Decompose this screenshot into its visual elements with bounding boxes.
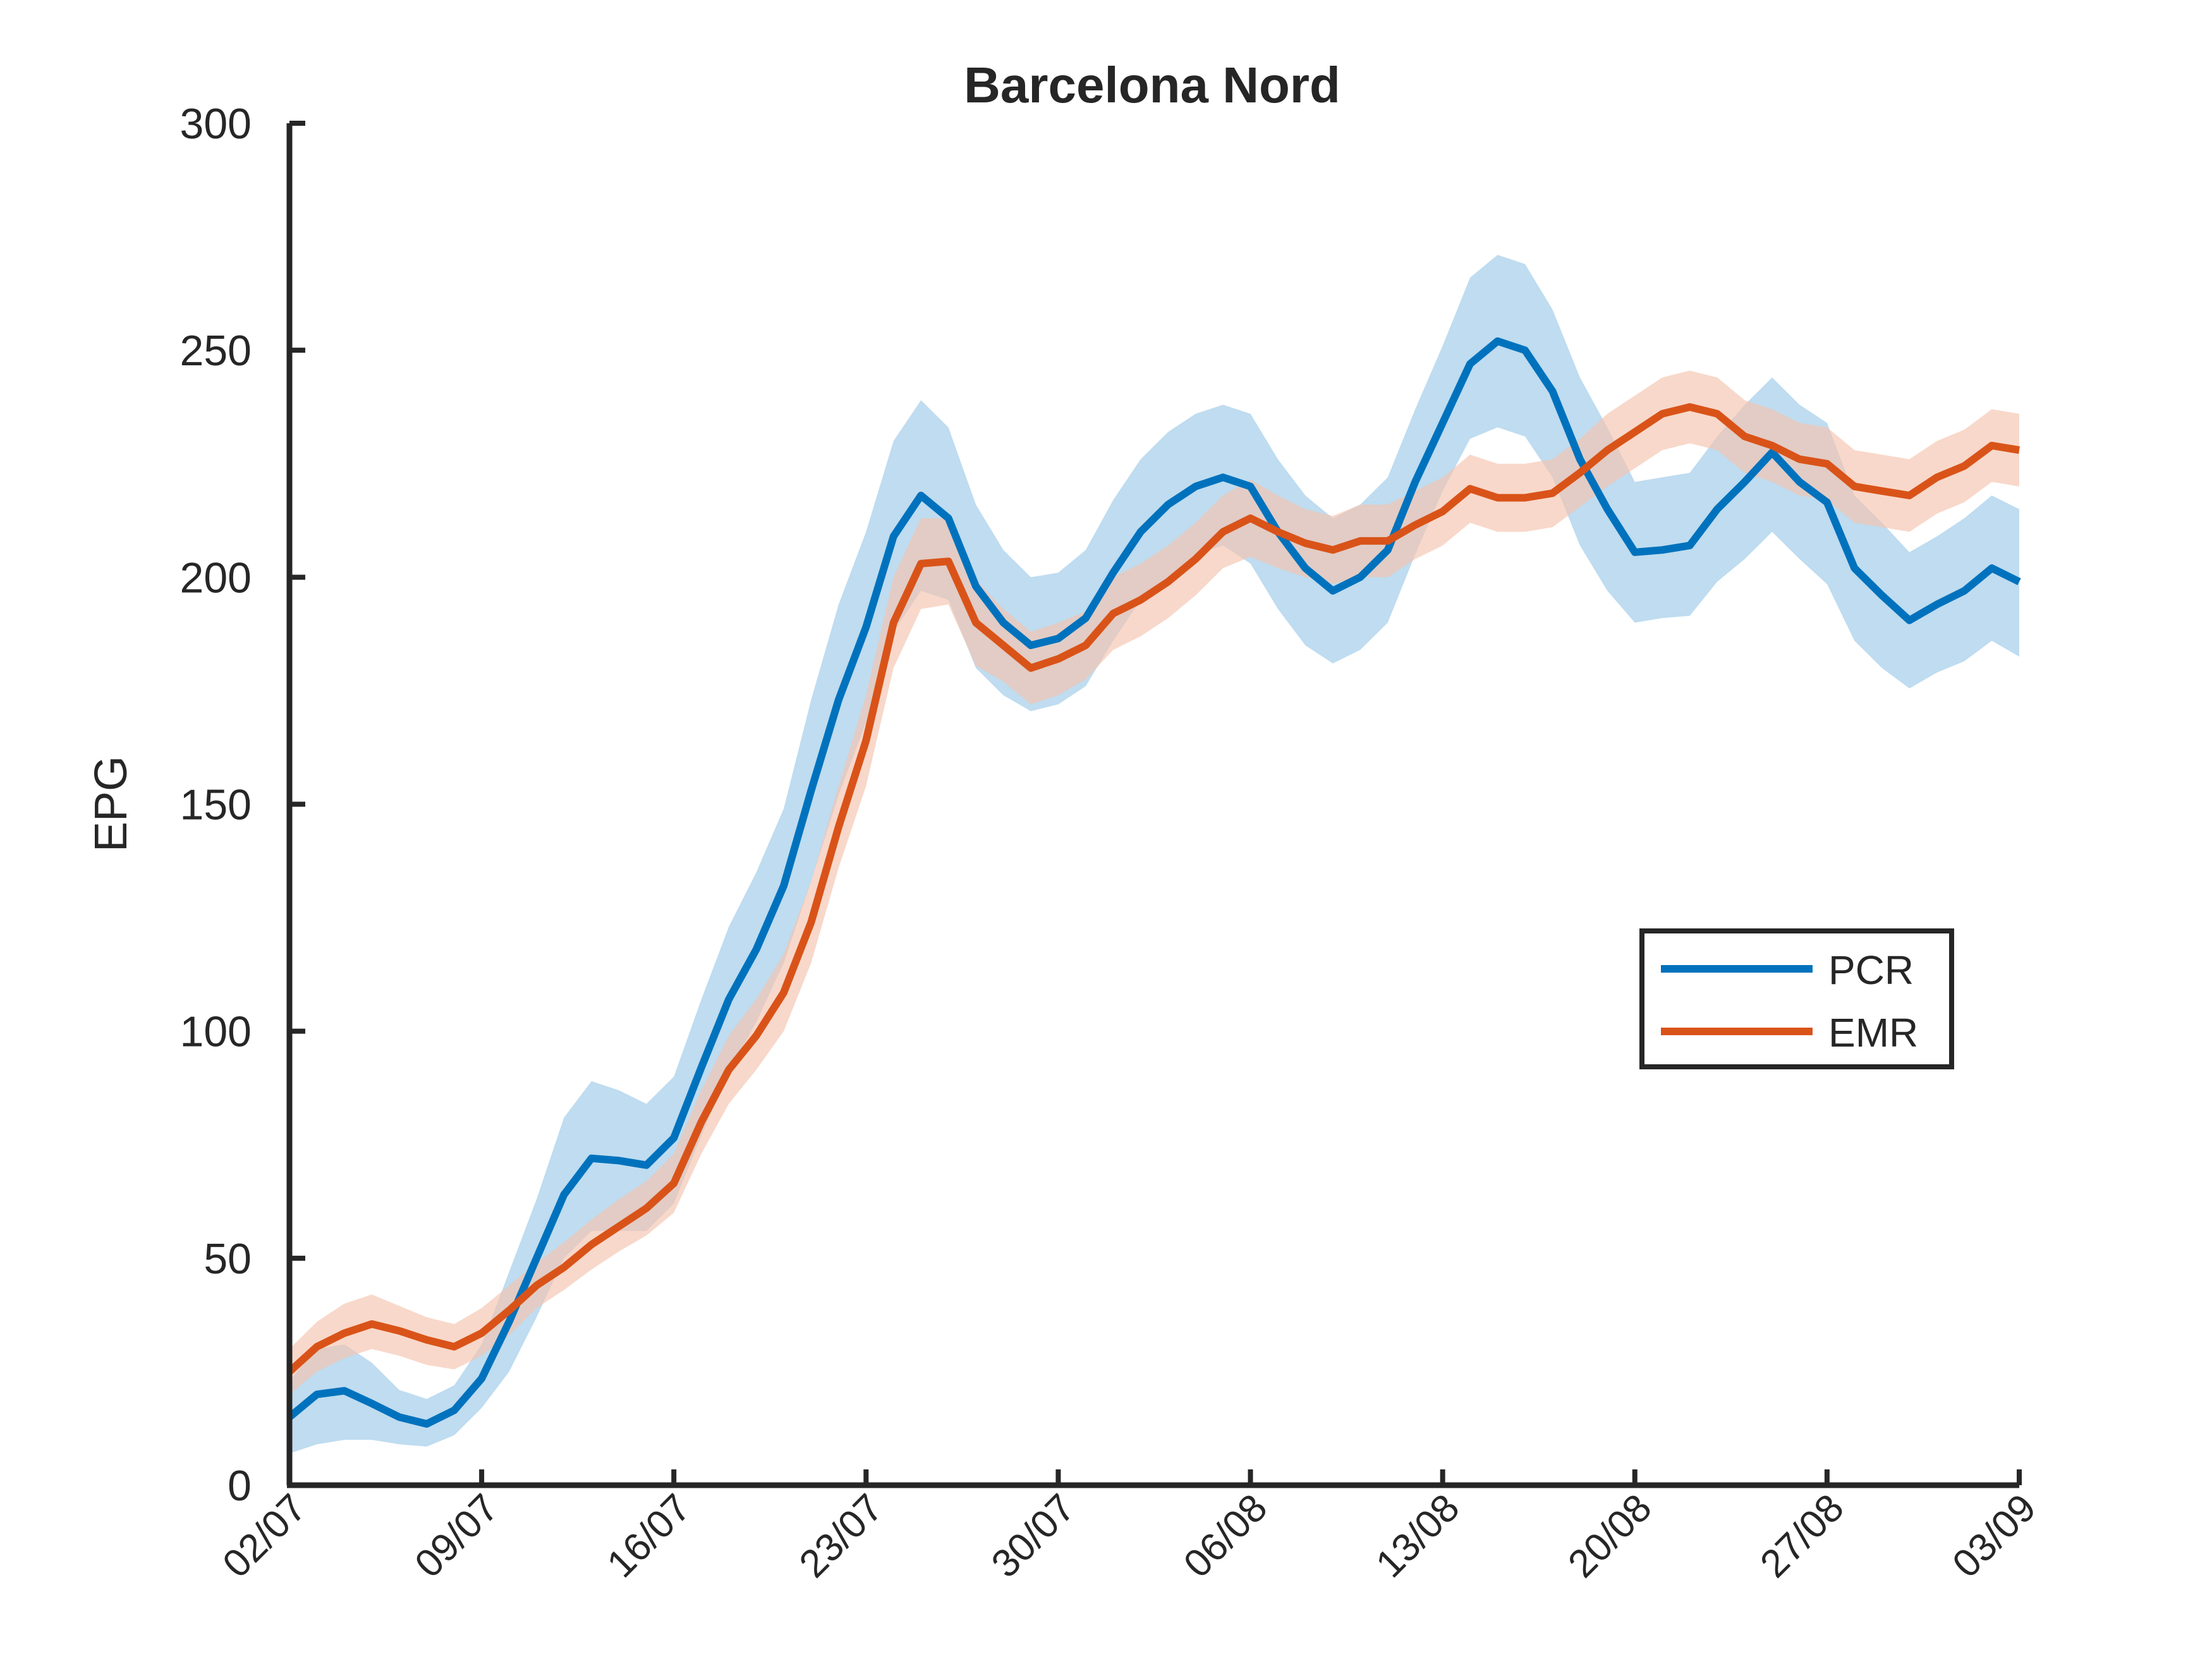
y-ticks: 0 50 100 150 200 250 300: [180, 100, 305, 1510]
y-tick-label: 250: [180, 327, 252, 375]
x-tick-label: 06/08: [1176, 1486, 1276, 1586]
series-line-pcr: [287, 337, 2021, 1428]
confidence-bands: [289, 255, 2019, 1454]
x-tick-label: 13/08: [1368, 1486, 1468, 1586]
y-tick-label: 50: [204, 1235, 252, 1283]
legend-box: [1639, 928, 1954, 1069]
confidence-band-emr: [289, 370, 2019, 1395]
confidence-band-pcr: [289, 255, 2019, 1454]
y-tick-label: 100: [180, 1008, 252, 1056]
y-tick-label: 0: [228, 1462, 252, 1510]
legend: PCR EMR: [1639, 928, 1954, 1069]
series-line-emr: [286, 403, 2020, 1375]
legend-label-emr: EMR: [1828, 1010, 1918, 1055]
x-tick-label: 09/07: [407, 1486, 507, 1586]
series-lines: [286, 337, 2021, 1428]
x-tick-label: 16/07: [599, 1486, 700, 1586]
y-tick-label: 300: [180, 100, 252, 148]
x-tick-label: 20/08: [1560, 1486, 1660, 1586]
legend-label-pcr: PCR: [1828, 947, 1914, 993]
y-tick-label: 200: [180, 554, 252, 602]
x-tick-label: 27/08: [1752, 1486, 1852, 1586]
y-tick-label: 150: [180, 781, 252, 829]
x-tick-label: 30/07: [983, 1486, 1084, 1586]
x-tick-label: 03/09: [1944, 1486, 2045, 1586]
chart-title: Barcelona Nord: [964, 57, 1340, 113]
x-tick-label: 23/07: [791, 1486, 892, 1586]
y-axis-label: EPG: [86, 756, 137, 852]
